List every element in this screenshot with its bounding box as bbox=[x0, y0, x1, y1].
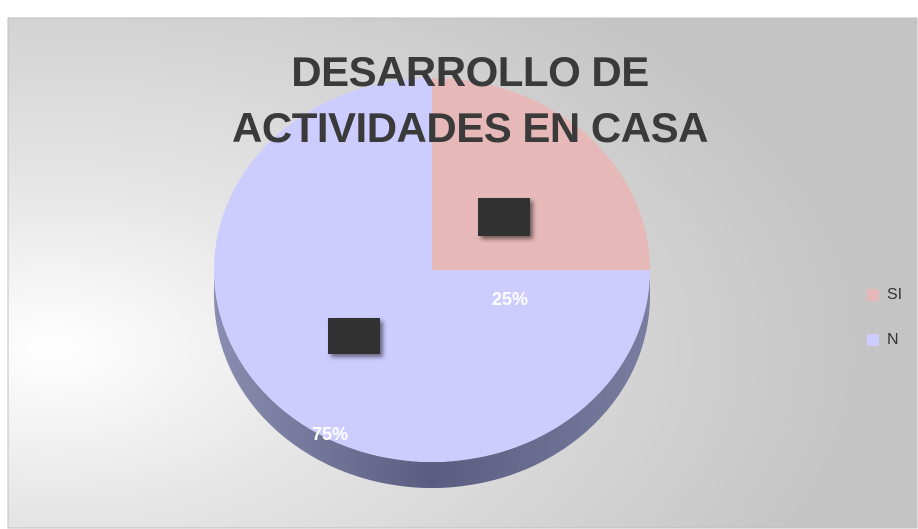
legend-label: SI bbox=[887, 286, 902, 303]
data-label: 75% bbox=[312, 424, 348, 444]
label-box bbox=[328, 318, 380, 354]
legend-swatch bbox=[867, 334, 879, 346]
chart-title: DESARROLLO DE ACTIVIDADES EN CASA bbox=[232, 48, 708, 151]
label-box bbox=[478, 198, 530, 236]
legend-label: N bbox=[887, 331, 899, 348]
data-label: 25% bbox=[492, 289, 528, 309]
pie-slice bbox=[214, 78, 650, 462]
legend-swatch bbox=[867, 289, 879, 301]
